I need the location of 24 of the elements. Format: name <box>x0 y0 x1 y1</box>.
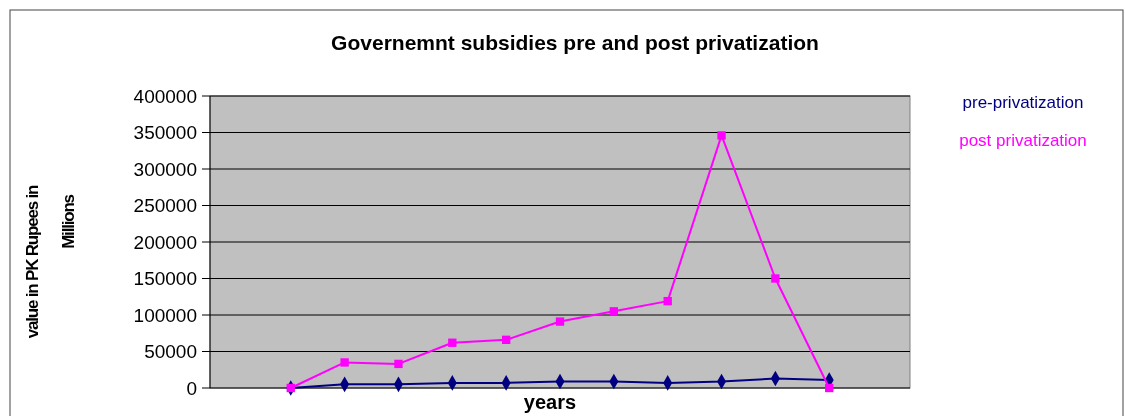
point <box>663 296 672 306</box>
y-tick-label: 250000 <box>133 195 197 217</box>
point <box>340 358 349 367</box>
y-tick-label: 50000 <box>144 341 197 363</box>
text: post privatization <box>959 131 1087 150</box>
point <box>394 359 403 369</box>
point <box>771 274 780 283</box>
y-tick-label: 150000 <box>133 268 197 290</box>
text: pre-privatization <box>962 93 1084 112</box>
point <box>717 131 726 140</box>
y-tick-label: 400000 <box>133 85 197 107</box>
y-axis-title: value in PK Rupees in Millions <box>23 184 78 339</box>
y-tick-label: 350000 <box>133 122 197 144</box>
point <box>609 307 619 316</box>
point <box>501 335 511 344</box>
point <box>555 317 565 326</box>
point <box>825 383 834 393</box>
y-tick-label: 300000 <box>133 158 197 180</box>
y-tick-label: 200000 <box>133 231 197 253</box>
x-axis-title: years <box>523 391 577 413</box>
y-tick-label: 0 <box>186 377 197 399</box>
y-tick-label: 100000 <box>133 304 197 326</box>
chart-title: Governemnt subsidies pre and post privatization <box>331 31 819 54</box>
point <box>448 338 457 347</box>
